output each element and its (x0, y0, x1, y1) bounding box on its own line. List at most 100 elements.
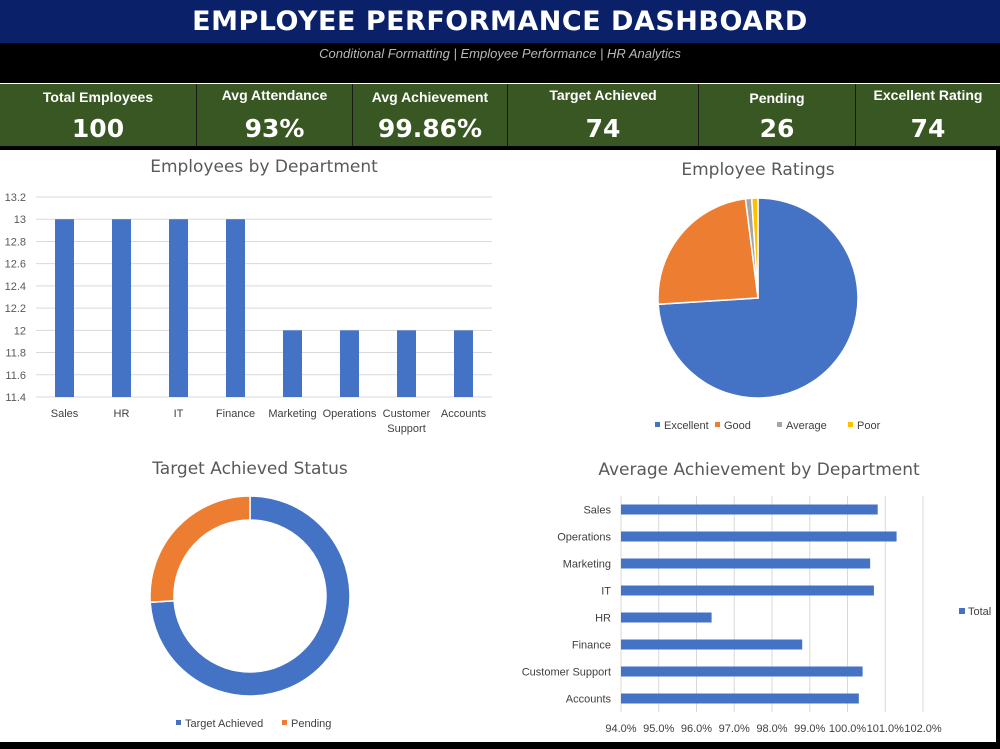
kpi-excellent-rating: Excellent Rating 74 (856, 84, 1000, 146)
x-tick-label: Accounts (441, 408, 487, 420)
bar (55, 219, 74, 397)
bar (112, 219, 131, 397)
bar (397, 330, 416, 397)
bar (621, 666, 863, 677)
legend-label: Excellent (664, 420, 709, 432)
kpi-label: Total Employees (42, 89, 154, 105)
kpi-value: 74 (585, 114, 621, 143)
pie-slice (657, 197, 759, 306)
pie-slice (750, 197, 759, 299)
x-tick-label: HR (114, 408, 130, 420)
kpi-label: Pending (749, 90, 805, 106)
chart-title-departments: Employees by Department (150, 157, 378, 177)
x-tick-label: Marketing (268, 408, 316, 420)
bar (621, 585, 874, 596)
subtitle-bar: Conditional Formatting | Employee Perfor… (0, 43, 1000, 83)
x-tick-label: IT (174, 408, 184, 420)
kpi-avg-achievement: Avg Achievement 99.86% (353, 84, 508, 146)
y-tick-label: 11.8 (5, 348, 26, 360)
x-tick-label: Support (387, 423, 426, 435)
y-tick-label: Finance (572, 640, 611, 652)
y-tick-label: 12.2 (5, 303, 26, 315)
dashboard-subtitle: Conditional Formatting | Employee Perfor… (319, 46, 681, 61)
bar (621, 693, 859, 704)
chart-title-avg-achievement: Average Achievement by Department (598, 460, 920, 480)
y-tick-label: 11.6 (5, 370, 26, 382)
legend-marker (715, 422, 720, 427)
kpi-value: 26 (759, 114, 795, 143)
y-tick-label: Sales (583, 505, 611, 517)
employee-ratings-chart: Excellent Good Average Poor (655, 197, 881, 432)
x-tick-label: 102.0% (904, 723, 942, 735)
divider (0, 146, 1000, 150)
y-tick-label: 12.4 (5, 281, 26, 293)
frame-edge (996, 150, 1000, 749)
y-tick-label: 13.2 (5, 192, 26, 204)
kpi-label: Avg Attendance (221, 87, 328, 103)
y-tick-label: 13 (14, 214, 26, 226)
kpi-label: Excellent Rating (873, 87, 983, 103)
kpi-target-achieved: Target Achieved 74 (508, 84, 699, 146)
donut-slice (149, 495, 251, 604)
x-tick-label: 99.0% (794, 723, 825, 735)
x-tick-label: Finance (216, 408, 255, 420)
y-tick-label: HR (595, 613, 611, 625)
x-tick-label: 98.0% (756, 723, 787, 735)
x-tick-label: 96.0% (681, 723, 712, 735)
bar (621, 612, 712, 623)
x-tick-label: 100.0% (829, 723, 867, 735)
legend-marker (282, 720, 287, 725)
legend-label: Pending (291, 718, 331, 730)
chart-title-ratings: Employee Ratings (681, 160, 835, 180)
y-tick-label: Operations (557, 532, 611, 544)
legend-marker (655, 422, 660, 427)
x-tick-label: 95.0% (643, 723, 674, 735)
bar (169, 219, 188, 397)
legend-label: Average (786, 420, 827, 432)
legend-marker (848, 422, 853, 427)
y-tick-label: Accounts (566, 694, 612, 706)
legend-marker (176, 720, 181, 725)
kpi-value: 74 (910, 114, 946, 143)
y-tick-label: Customer Support (522, 667, 611, 679)
dashboard-title: EMPLOYEE PERFORMANCE DASHBOARD (192, 6, 808, 37)
x-tick-label: Operations (323, 408, 377, 420)
kpi-strip: Total Employees 100 Avg Attendance 93% A… (0, 84, 1000, 146)
bar (283, 330, 302, 397)
title-bar: EMPLOYEE PERFORMANCE DASHBOARD (0, 0, 1000, 43)
employees-by-department-chart: 11.4 11.6 11.8 12 12.2 12.4 12.6 12.8 13 13.2 Sale… (5, 192, 492, 435)
y-tick-label: Marketing (563, 559, 611, 571)
legend-label: Good (724, 420, 751, 432)
bar (621, 558, 871, 569)
kpi-total-employees: Total Employees 100 (0, 84, 197, 146)
kpi-avg-attendance: Avg Attendance 93% (197, 84, 353, 146)
legend-label: Poor (857, 420, 881, 432)
x-tick-label: Customer (383, 408, 431, 420)
legend-marker (777, 422, 782, 427)
bar (621, 531, 897, 542)
bar (621, 504, 878, 515)
bar (340, 330, 359, 397)
kpi-value: 93% (244, 114, 305, 143)
kpi-value: 100 (71, 114, 125, 143)
legend-label: Target Achieved (185, 718, 263, 730)
kpi-pending: Pending 26 (699, 84, 856, 146)
bar (454, 330, 473, 397)
chart-title-target-status: Target Achieved Status (152, 459, 348, 479)
frame-bottom (0, 742, 1000, 749)
x-tick-label: Sales (51, 408, 79, 420)
avg-achievement-chart: 94.0% 95.0% 96.0% 97.0% 98.0% 99.0% 100.0% 101.… (522, 496, 991, 735)
x-tick-label: 101.0% (867, 723, 905, 735)
kpi-value: 99.86% (377, 114, 483, 143)
bar (621, 639, 803, 650)
x-tick-label: 94.0% (605, 723, 636, 735)
kpi-label: Target Achieved (549, 87, 657, 103)
donut-slice (149, 495, 351, 697)
kpi-label: Avg Achievement (371, 89, 489, 105)
y-tick-label: 12 (14, 325, 26, 337)
y-tick-label: 12.8 (5, 236, 26, 248)
target-achieved-chart: Target Achieved Pending (149, 495, 351, 730)
bar (226, 219, 245, 397)
legend-marker (959, 608, 965, 614)
x-tick-label: 97.0% (719, 723, 750, 735)
